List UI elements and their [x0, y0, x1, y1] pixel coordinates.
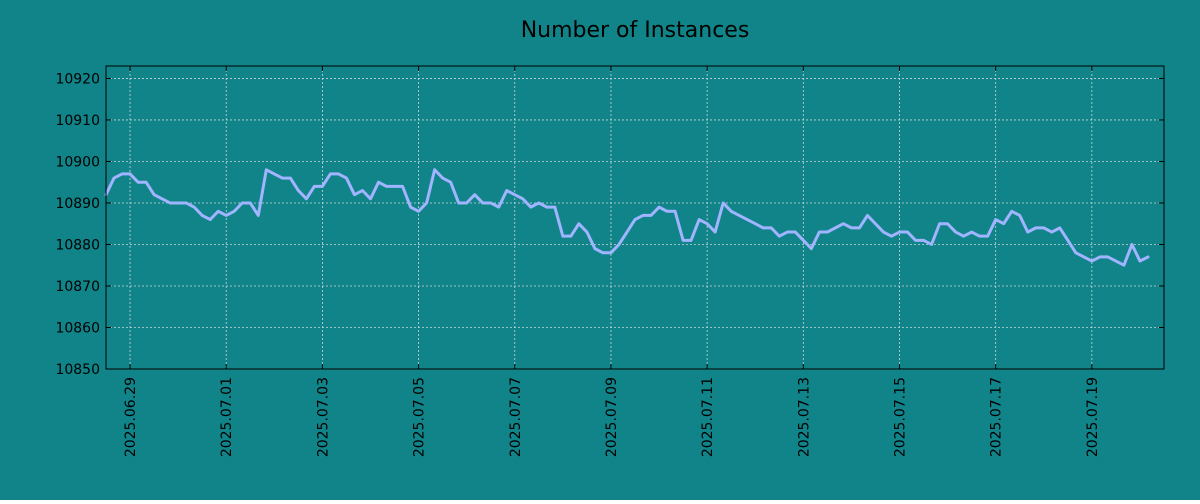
y-tick-label: 10880 [55, 237, 100, 253]
y-tick-label: 10900 [55, 154, 100, 170]
x-tick-label: 2025.07.09 [604, 377, 620, 457]
x-tick-label: 2025.07.13 [796, 377, 812, 457]
x-axis-tick-labels: 2025.06.29 2025.07.01 2025.07.03 2025.07.05… [123, 377, 1101, 457]
plot-frame [105, 65, 1165, 370]
x-tick-label: 2025.07.03 [315, 377, 331, 457]
y-axis-tick-labels: 10850 10860 10870 10880 10890 10900 10910 10920 [55, 71, 100, 378]
y-tick-label: 10870 [55, 279, 100, 295]
chart-title: Number of Instances [521, 18, 750, 43]
y-tick-label: 10850 [55, 362, 100, 378]
y-tick-label: 10920 [55, 71, 100, 87]
y-tick-label: 10910 [55, 113, 100, 129]
x-tick-label: 2025.06.29 [123, 377, 139, 457]
grid-lines [106, 66, 1164, 369]
y-tick-label: 10860 [55, 320, 100, 336]
x-tick-label: 2025.07.05 [412, 377, 428, 457]
x-tick-label: 2025.07.19 [1085, 377, 1101, 457]
x-tick-label: 2025.07.01 [219, 377, 235, 457]
axis-ticks [106, 66, 1164, 370]
series-layer [104, 168, 1150, 267]
series-line-0 [104, 168, 1150, 267]
x-tick-label: 2025.07.11 [700, 377, 716, 457]
x-tick-label: 2025.07.17 [989, 377, 1005, 457]
x-tick-label: 2025.07.07 [508, 377, 524, 457]
y-tick-label: 10890 [55, 196, 100, 212]
x-tick-label: 2025.07.15 [893, 377, 909, 457]
